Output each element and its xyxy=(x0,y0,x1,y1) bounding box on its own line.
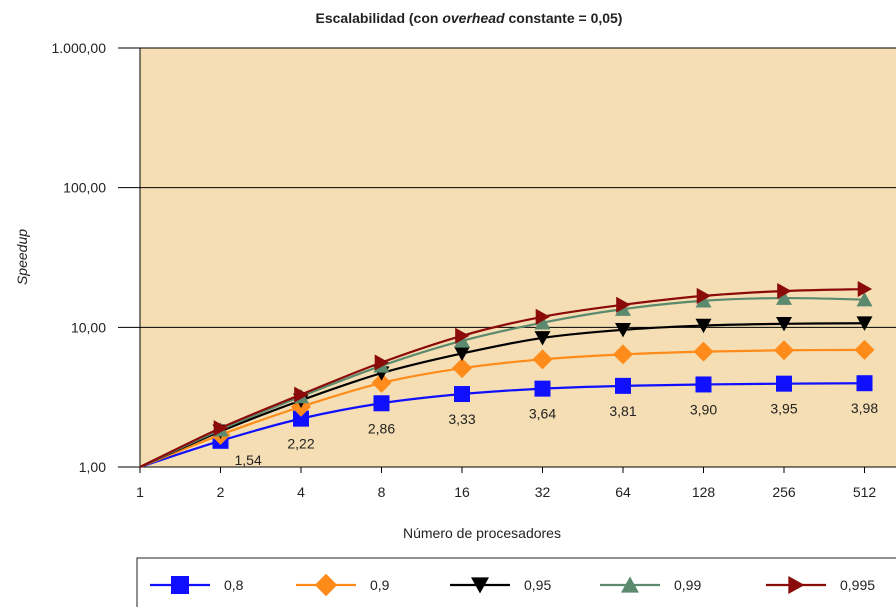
legend-marker xyxy=(471,577,489,594)
data-label: 3,33 xyxy=(448,411,475,427)
legend-entry: 0,99 xyxy=(600,576,701,593)
data-label: 3,90 xyxy=(690,401,717,417)
data-label: 3,95 xyxy=(770,401,797,417)
data-point xyxy=(534,380,551,397)
x-tick-label: 128 xyxy=(692,484,716,500)
data-point xyxy=(455,327,470,344)
data-label: 3,98 xyxy=(851,400,878,416)
data-point xyxy=(454,386,470,403)
legend-marker xyxy=(788,576,805,594)
series-line xyxy=(139,287,865,468)
data-point xyxy=(695,318,712,334)
legend-marker xyxy=(314,573,338,597)
data-point xyxy=(776,375,792,392)
data-point xyxy=(693,341,714,362)
legend-label: 0,95 xyxy=(524,577,551,593)
chart-title: Escalabilidad (con overhead constante = … xyxy=(316,10,623,26)
legend-label: 0,8 xyxy=(224,577,244,593)
data-point xyxy=(774,340,794,361)
legend-entry: 0,8 xyxy=(150,576,244,594)
data-label: 2,22 xyxy=(287,436,314,452)
data-point xyxy=(374,354,390,371)
x-tick-label: 64 xyxy=(615,484,631,500)
y-tick-label: 100,00 xyxy=(63,180,106,196)
legend xyxy=(136,557,896,607)
series-line xyxy=(139,296,865,468)
x-tick-label: 8 xyxy=(378,484,386,500)
data-label: 2,86 xyxy=(368,420,395,436)
data-point xyxy=(857,281,873,298)
x-tick-label: 32 xyxy=(535,484,551,500)
data-point xyxy=(776,316,792,332)
data-point xyxy=(695,376,712,393)
y-tick-label: 1,00 xyxy=(79,459,106,475)
legend-label: 0,9 xyxy=(370,577,390,593)
x-tick-label: 16 xyxy=(454,484,470,500)
legend-label: 0,99 xyxy=(674,577,701,593)
data-point xyxy=(777,283,792,300)
data-point xyxy=(373,395,390,412)
x-tick-label: 1 xyxy=(136,484,144,500)
legend-marker xyxy=(171,576,189,594)
series xyxy=(139,281,875,469)
data-point xyxy=(615,377,631,394)
plot-area xyxy=(140,48,896,467)
data-point xyxy=(534,315,551,330)
data-point xyxy=(696,287,712,304)
x-tick-label: 4 xyxy=(297,484,305,500)
data-label: 3,81 xyxy=(609,403,636,419)
data-point xyxy=(615,323,631,338)
data-point xyxy=(776,290,792,305)
legend-entry: 0,9 xyxy=(296,573,390,597)
data-point xyxy=(213,420,229,437)
data-point xyxy=(856,375,873,392)
y-tick-label: 1.000,00 xyxy=(52,40,107,56)
y-tick-label: 10,00 xyxy=(71,319,106,335)
data-point xyxy=(854,339,875,360)
data-point xyxy=(532,349,553,370)
data-point xyxy=(856,291,873,307)
data-point xyxy=(452,358,472,379)
legend-marker xyxy=(621,576,639,593)
data-point xyxy=(293,410,309,427)
series-2 xyxy=(139,339,875,469)
data-point xyxy=(856,316,873,331)
y-axis-title: Speedup xyxy=(14,229,30,285)
x-tick-label: 2 xyxy=(217,484,225,500)
legend-entry: 0,995 xyxy=(766,576,875,594)
data-point xyxy=(613,344,633,365)
series-line xyxy=(139,348,865,469)
axes: 1,00 10,00 100,00 1.000,00 1 2 4 8 16 32 64 128 256 5… xyxy=(52,40,896,500)
data-labels: 1,54 2,22 2,86 3,33 3,64 3,81 3,90 3,95 3,98 xyxy=(235,400,879,468)
title-part-1: Escalabilidad (con xyxy=(316,10,443,26)
data-point xyxy=(534,331,551,346)
legend-entries: 0,8 0,9 0,95 0,99 0,995 xyxy=(150,573,875,597)
data-point xyxy=(371,372,392,393)
legend-entry: 0,95 xyxy=(450,577,551,594)
data-label: 1,54 xyxy=(235,452,262,468)
data-point xyxy=(695,293,712,308)
series-line xyxy=(139,322,865,469)
x-tick-label: 512 xyxy=(853,484,877,500)
legend-label: 0,995 xyxy=(840,577,875,593)
data-point xyxy=(454,346,470,362)
title-part-emphasis: overhead xyxy=(442,10,505,26)
x-axis-title: Número de procesadores xyxy=(403,525,561,541)
data-point xyxy=(535,308,551,325)
data-label: 3,64 xyxy=(529,406,556,422)
series-5 xyxy=(139,281,873,468)
data-point xyxy=(294,386,309,403)
data-point xyxy=(454,333,470,348)
x-tick-label: 256 xyxy=(772,484,796,500)
data-point xyxy=(616,296,631,313)
series-line xyxy=(139,382,865,469)
title-part-2: constante = 0,05) xyxy=(505,10,623,26)
